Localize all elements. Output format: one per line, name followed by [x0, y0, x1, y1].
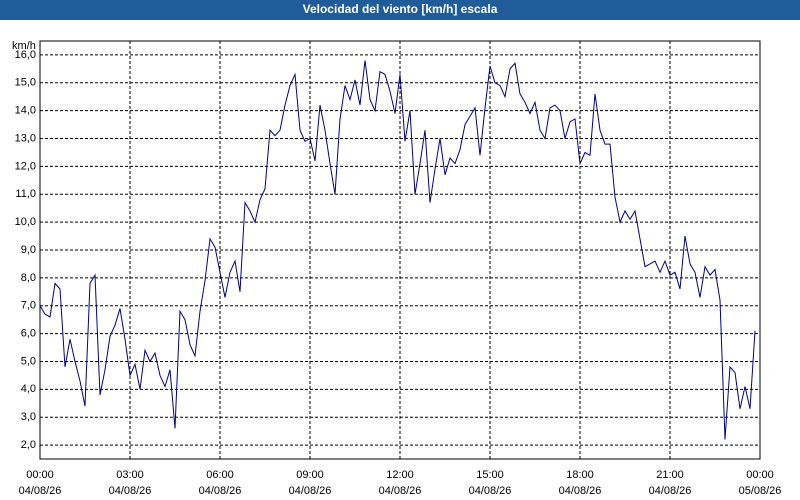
x-tick-date: 04/08/26 [199, 485, 242, 497]
y-tick-label: 5,0 [21, 355, 36, 367]
x-tick-label: 21:00 [656, 469, 684, 481]
x-tick-date: 05/08/26 [739, 485, 782, 497]
x-tick-date: 04/08/26 [469, 485, 512, 497]
x-tick-label: 06:00 [206, 469, 234, 481]
y-tick-label: 10,0 [15, 216, 36, 228]
x-tick-label: 15:00 [476, 469, 504, 481]
x-tick-label: 18:00 [566, 469, 594, 481]
x-tick-date: 04/08/26 [559, 485, 602, 497]
x-tick-date: 04/08/26 [649, 485, 692, 497]
y-tick-label: 6,0 [21, 328, 36, 340]
y-tick-label: 9,0 [21, 244, 36, 256]
y-unit: km/h [12, 40, 36, 52]
y-tick-label: 11,0 [15, 188, 36, 200]
x-tick-label: 03:00 [116, 469, 144, 481]
y-tick-label: 12,0 [15, 160, 36, 172]
y-tick-label: 4,0 [21, 383, 36, 395]
x-tick-label: 00:00 [26, 469, 54, 481]
data-line [39, 60, 756, 440]
y-tick-label: 13,0 [15, 132, 36, 144]
y-tick-label: 2,0 [21, 439, 36, 451]
x-tick-date: 04/08/26 [19, 485, 62, 497]
title-bar [0, 0, 800, 20]
x-tick-label: 00:00 [746, 469, 774, 481]
y-tick-label: 14,0 [15, 105, 36, 117]
y-tick-label: 3,0 [21, 411, 36, 423]
y-tick-label: 8,0 [21, 272, 36, 284]
x-tick-label: 12:00 [386, 469, 414, 481]
chart-title: Velocidad del viento [km/h] escala [303, 2, 498, 16]
x-tick-date: 04/08/26 [289, 485, 332, 497]
x-tick-date: 04/08/26 [379, 485, 422, 497]
y-tick-label: 15,0 [15, 77, 36, 89]
y-tick-label: 7,0 [21, 300, 36, 312]
y-tick-label: 16,0 [15, 49, 36, 61]
x-tick-label: 09:00 [296, 469, 324, 481]
x-tick-date: 04/08/26 [109, 485, 152, 497]
